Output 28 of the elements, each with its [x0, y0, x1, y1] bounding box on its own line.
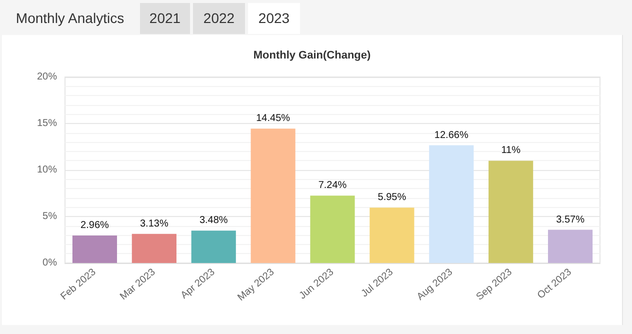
bar: [72, 235, 118, 263]
data-label: 2.96%: [80, 220, 110, 231]
data-label: 3.13%: [140, 218, 168, 230]
text: 2021: [140, 3, 190, 34]
data-label: 11%: [501, 145, 521, 156]
y-tick-label: 10%: [36, 164, 58, 176]
bar: [191, 230, 236, 263]
y-tick-label: 15%: [36, 118, 58, 129]
bar: [548, 230, 593, 263]
data-label: 14.45%: [256, 113, 290, 124]
data-label: 5.95%: [378, 192, 406, 204]
y-tick-label: 5%: [42, 211, 58, 222]
bar: [310, 196, 355, 263]
text: Monthly Analytics: [14, 9, 126, 28]
bar: [132, 234, 176, 263]
bar: [429, 145, 474, 263]
data-label: 12.66%: [434, 130, 468, 141]
text: 2023: [248, 3, 300, 34]
data-label: 7.24%: [318, 180, 347, 192]
text: 2022: [193, 3, 245, 34]
bar: [250, 128, 296, 263]
bar: [370, 208, 414, 263]
bar: [488, 160, 534, 263]
data-label: 3.57%: [556, 214, 585, 226]
y-tick-label: 0%: [42, 258, 58, 268]
data-label: 3.48%: [199, 215, 228, 226]
chart-title: Monthly Gain(Change): [253, 50, 371, 62]
y-tick-label: 20%: [36, 72, 58, 82]
